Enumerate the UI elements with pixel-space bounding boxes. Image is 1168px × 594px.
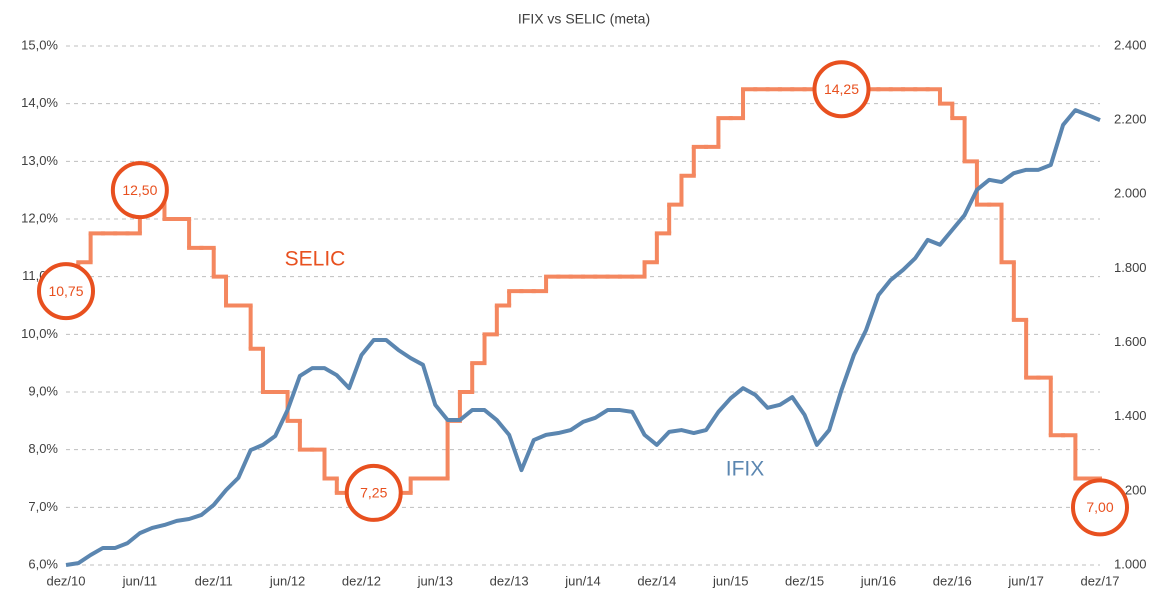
x-tick-label: jun/12 [269,573,305,588]
y-tick-label: 13,0% [21,153,58,168]
y-tick-label: 12,0% [21,210,58,225]
x-tick-label: jun/11 [122,573,157,588]
y-tick-label: 10,0% [21,326,58,341]
label-circle [110,161,169,220]
y2-tick-label: 1.800 [1114,260,1147,275]
x-tick-label: dez/14 [637,573,676,588]
y2-tick-label: 2.000 [1114,186,1147,201]
x-tick-label: jun/15 [712,573,748,588]
x-tick-label: dez/10 [46,573,85,588]
data-label: 7,25 [360,485,387,501]
y-tick-label: 8,0% [28,441,58,456]
x-tick-label: jun/17 [1007,573,1043,588]
x-tick-label: dez/16 [933,573,972,588]
label-circle [812,60,871,119]
y2-tick-label: 2.400 [1114,37,1147,52]
x-tick-label: dez/11 [195,573,233,588]
series-name: IFIX [726,458,765,481]
y-tick-label: 15,0% [21,37,58,52]
ifix-line [65,108,1101,567]
x-tick-label: dez/13 [490,573,529,588]
series-name: SELIC [285,248,346,271]
x-tick-label: jun/13 [417,573,453,588]
label-circle [37,262,95,321]
y-tick-label: 7,0% [28,499,58,514]
x-tick-label: dez/12 [342,573,381,588]
y2-tick-label: 2.200 [1114,112,1147,127]
data-label: 10,75 [48,283,83,299]
data-label: 12,50 [122,182,157,198]
x-tick-label: jun/16 [860,573,896,588]
y2-tick-label: 1.600 [1114,334,1147,349]
chart-title: IFIX vs SELIC (meta) [518,11,650,27]
y2-tick-label: 1.400 [1114,408,1147,423]
y-tick-label: 9,0% [28,383,58,398]
y2-tick-label: 1.000 [1114,556,1147,571]
x-tick-label: dez/17 [1080,573,1119,588]
x-tick-label: dez/15 [785,573,824,588]
label-circle [1071,478,1129,537]
data-label: 7,00 [1086,499,1113,515]
y-tick-label: 6,0% [28,556,58,571]
x-tick-label: jun/14 [564,573,600,588]
y-tick-label: 14,0% [21,95,58,110]
data-label: 14,25 [824,81,859,97]
label-circle [344,463,403,522]
